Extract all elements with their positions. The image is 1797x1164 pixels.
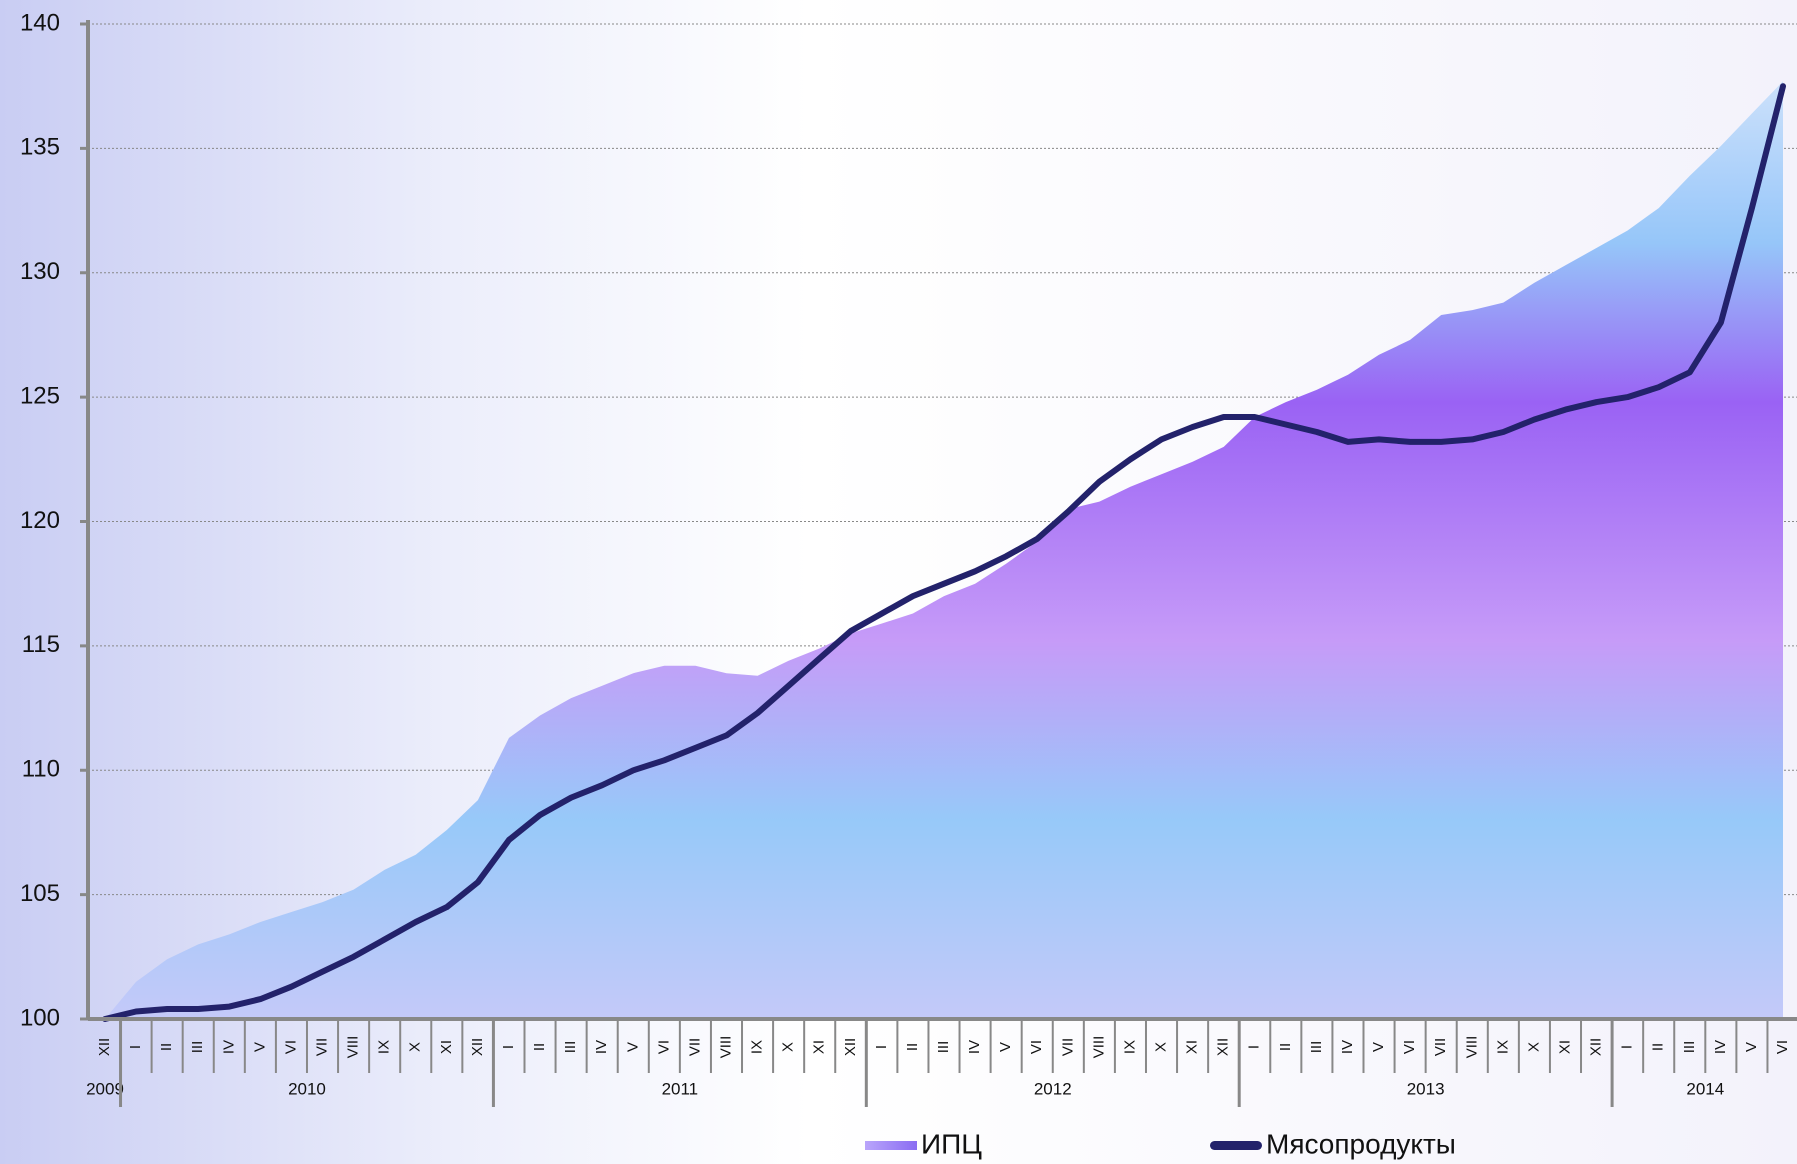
x-tick-label: IV (220, 1040, 237, 1054)
y-tick-label: 120 (20, 507, 60, 534)
y-tick-label: 140 (20, 9, 60, 36)
x-tick-label: VIII (1463, 1036, 1480, 1059)
x-tick-label: X (780, 1042, 797, 1052)
x-tick-label: XII (469, 1038, 486, 1056)
x-tick-label: II (904, 1043, 921, 1051)
legend-label: ИПЦ (921, 1128, 982, 1159)
x-tick-label: IX (376, 1040, 393, 1054)
x-tick-label: XI (438, 1040, 455, 1054)
x-tick-label: III (935, 1041, 952, 1054)
x-tick-label: IV (1339, 1040, 1356, 1054)
area (105, 81, 1783, 1019)
x-group-label: 2012 (1034, 1079, 1072, 1098)
x-tick-label: IX (749, 1040, 766, 1054)
x-tick-label: VI (1774, 1040, 1791, 1054)
x-group-label: 2009 (86, 1079, 124, 1098)
x-tick-label: VII (313, 1038, 330, 1056)
x-tick-label: II (531, 1043, 548, 1051)
x-tick-label: III (1308, 1041, 1325, 1054)
x-tick-label: VIII (345, 1036, 362, 1059)
x-tick-label: VII (1059, 1038, 1076, 1056)
x-tick-label: IV (593, 1040, 610, 1054)
x-tick-label: I (127, 1045, 144, 1049)
x-tick-label: III (562, 1041, 579, 1054)
x-group-label: 2010 (288, 1079, 326, 1098)
x-tick-label: III (1681, 1041, 1698, 1054)
x-tick-label: X (1152, 1042, 1169, 1052)
x-tick-label: X (407, 1042, 424, 1052)
y-tick-label: 135 (20, 134, 60, 161)
x-tick-label: I (500, 1045, 517, 1049)
x-tick-label: II (158, 1043, 175, 1051)
x-tick-label: V (997, 1042, 1014, 1052)
x-tick-label: I (873, 1045, 890, 1049)
x-tick-label: XII (96, 1038, 113, 1056)
x-tick-label: VI (282, 1040, 299, 1054)
x-tick-label: VIII (1090, 1036, 1107, 1059)
line (102, 83, 1786, 1022)
x-tick-label: XII (1588, 1038, 1605, 1056)
x-tick-label: I (1619, 1045, 1636, 1049)
legend-label: Мясопродукты (1266, 1128, 1456, 1159)
x-tick-label: IX (1121, 1040, 1138, 1054)
x-tick-label: II (1650, 1043, 1667, 1051)
y-tick-label: 125 (20, 382, 60, 409)
x-tick-label: VIII (717, 1036, 734, 1059)
x-tick-label: VII (1432, 1038, 1449, 1056)
x-tick-label: X (1525, 1042, 1542, 1052)
x-tick-label: VI (1401, 1040, 1418, 1054)
x-tick-label: XI (1556, 1040, 1573, 1054)
x-group-label: 2013 (1407, 1079, 1445, 1098)
x-tick-label: XI (811, 1040, 828, 1054)
legend-swatch (865, 1141, 917, 1150)
y-tick-label: 105 (20, 880, 60, 907)
x-group-label: 2011 (662, 1079, 699, 1098)
legend-swatch (1210, 1141, 1262, 1150)
x-tick-label: XII (1215, 1038, 1232, 1056)
x-tick-label: IV (1712, 1040, 1729, 1054)
y-tick-label: 100 (20, 1004, 60, 1031)
x-tick-label: VI (1028, 1040, 1045, 1054)
x-tick-label: I (1246, 1045, 1263, 1049)
x-group-label: 2014 (1686, 1079, 1724, 1098)
x-tick-label: IX (1494, 1040, 1511, 1054)
x-tick-label: VII (686, 1038, 703, 1056)
x-tick-label: III (189, 1041, 206, 1054)
y-tick-label: 110 (22, 756, 60, 783)
y-tick-label: 130 (20, 258, 60, 285)
x-tick-label: II (1277, 1043, 1294, 1051)
x-tick-label: V (251, 1042, 268, 1052)
x-tick-label: IV (966, 1040, 983, 1054)
x-tick-label: V (1743, 1042, 1760, 1052)
x-tick-label: V (1370, 1042, 1387, 1052)
y-tick-label: 115 (22, 631, 60, 658)
x-tick-label: VI (655, 1040, 672, 1054)
x-tick-label: V (624, 1042, 641, 1052)
x-tick-label: XII (842, 1038, 859, 1056)
x-tick-label: XI (1184, 1040, 1201, 1054)
